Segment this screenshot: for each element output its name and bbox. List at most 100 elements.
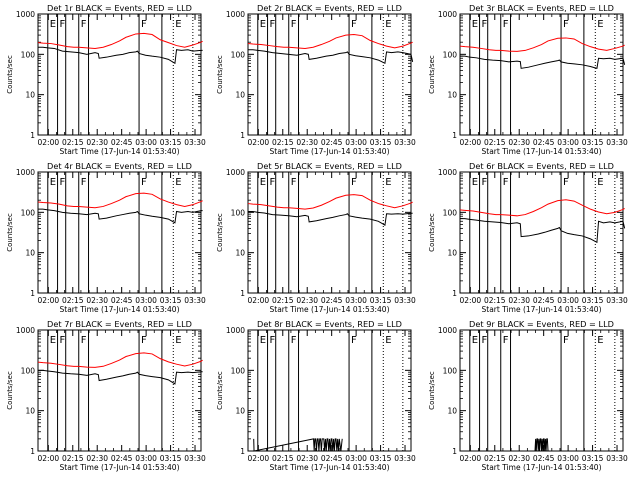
event-marker-label: E <box>472 177 478 188</box>
x-tick-label: 03:30 <box>606 296 628 305</box>
event-marker-label: E <box>260 177 266 188</box>
x-tick-label: 02:15 <box>272 138 294 147</box>
x-tick-label: 02:15 <box>484 138 506 147</box>
x-tick-label: 02:45 <box>321 138 343 147</box>
panel-title: Det 6r BLACK = Events, RED = LLD <box>469 161 614 171</box>
x-tick-label: 02:15 <box>272 454 294 463</box>
x-tick-label: 03:30 <box>394 138 416 147</box>
y-tick-label: 1000 <box>16 326 35 335</box>
x-tick-label: 02:45 <box>111 296 133 305</box>
x-tick-label: 03:15 <box>582 454 604 463</box>
x-tick-label: 03:15 <box>160 454 182 463</box>
y-tick-label: 1 <box>452 289 457 298</box>
panel-det-7: Det 7r BLACK = Events, RED = LLD 1 10 100 10… <box>6 319 206 472</box>
event-marker-label: E <box>472 335 478 346</box>
events-series-line <box>534 438 549 452</box>
x-tick-label: 03:15 <box>582 296 604 305</box>
event-marker-label: F <box>482 335 488 346</box>
y-tick-label: 1 <box>30 131 35 140</box>
panel-title: Det 5r BLACK = Events, RED = LLD <box>257 161 402 171</box>
events-series-line <box>253 438 343 452</box>
x-tick-label: 02:00 <box>248 454 270 463</box>
lld-series-line <box>459 37 625 52</box>
y-tick-label: 1 <box>30 447 35 456</box>
event-marker-label: F <box>60 335 66 346</box>
plot-frame <box>459 329 624 452</box>
y-tick-label: 10 <box>235 249 245 258</box>
x-axis-label: Start Time (17-Jun-14 01:53:40) <box>482 463 602 472</box>
x-tick-label: 02:30 <box>296 138 318 147</box>
x-tick-label: 02:00 <box>248 296 270 305</box>
plot-frame <box>37 329 202 452</box>
x-tick-label: 03:30 <box>394 296 416 305</box>
y-tick-label: 1000 <box>16 168 35 177</box>
event-marker-label: F <box>563 335 569 346</box>
x-tick-label: 03:30 <box>606 454 628 463</box>
event-marker-label: F <box>351 19 357 30</box>
panel-det-2: Det 2r BLACK = Events, RED = LLD 1 10 100 10… <box>216 3 416 156</box>
x-axis-label: Start Time (17-Jun-14 01:53:40) <box>482 305 602 314</box>
x-tick-label: 02:00 <box>248 138 270 147</box>
y-tick-label: 1000 <box>226 326 245 335</box>
x-tick-label: 03:30 <box>394 454 416 463</box>
panel-det-6: Det 6r BLACK = Events, RED = LLD 1 10 100 10… <box>428 161 628 314</box>
x-tick-label: 02:30 <box>86 454 108 463</box>
x-tick-label: 03:15 <box>160 138 182 147</box>
panel-title: Det 8r BLACK = Events, RED = LLD <box>257 319 402 329</box>
event-marker-label: F <box>81 19 87 30</box>
x-axis-label: Start Time (17-Jun-14 01:53:40) <box>60 305 180 314</box>
y-tick-label: 10 <box>25 407 35 416</box>
x-tick-label: 03:00 <box>135 296 157 305</box>
plot-frame <box>459 171 624 294</box>
event-marker-label: F <box>351 177 357 188</box>
x-tick-label: 02:30 <box>86 138 108 147</box>
x-axis-label: Start Time (17-Jun-14 01:53:40) <box>60 463 180 472</box>
y-axis-label: Counts/sec <box>6 55 14 94</box>
x-tick-label: 02:30 <box>508 454 530 463</box>
panel-title: Det 7r BLACK = Events, RED = LLD <box>47 319 192 329</box>
panel-title: Det 3r BLACK = Events, RED = LLD <box>469 3 614 13</box>
y-tick-label: 1000 <box>226 168 245 177</box>
y-tick-label: 10 <box>235 407 245 416</box>
event-marker-label: E <box>597 19 603 30</box>
event-marker-label: F <box>141 177 147 188</box>
x-tick-label: 03:00 <box>557 138 579 147</box>
lld-series-line <box>459 199 625 217</box>
events-series-line <box>460 218 626 244</box>
y-tick-label: 100 <box>231 50 246 59</box>
x-tick-label: 02:45 <box>321 454 343 463</box>
x-axis-label: Start Time (17-Jun-14 01:53:40) <box>270 305 390 314</box>
y-tick-label: 100 <box>21 366 36 375</box>
x-tick-label: 03:00 <box>557 454 579 463</box>
events-series-line <box>248 49 414 65</box>
y-tick-label: 100 <box>443 208 458 217</box>
y-axis-label: Counts/sec <box>216 55 224 94</box>
x-axis-label: Start Time (17-Jun-14 01:53:40) <box>270 463 390 472</box>
event-marker-label: E <box>472 19 478 30</box>
plot-frame <box>247 171 412 294</box>
event-marker-label: F <box>503 177 509 188</box>
event-marker-label: F <box>563 177 569 188</box>
event-marker-label: F <box>503 19 509 30</box>
y-tick-label: 1 <box>240 289 245 298</box>
y-axis-label: Counts/sec <box>428 371 436 410</box>
x-tick-label: 03:00 <box>345 454 367 463</box>
x-tick-label: 03:15 <box>370 138 392 147</box>
event-marker-label: E <box>385 335 391 346</box>
event-marker-label: F <box>60 19 66 30</box>
x-tick-label: 02:00 <box>460 296 482 305</box>
panel-det-4: Det 4r BLACK = Events, RED = LLD 1 10 100 10… <box>6 161 206 314</box>
y-tick-label: 100 <box>443 50 458 59</box>
event-marker-label: E <box>597 335 603 346</box>
y-tick-label: 10 <box>25 91 35 100</box>
panel-det-9: Det 9r BLACK = Events, RED = LLD 1 10 100 10… <box>428 319 628 472</box>
lld-series-line <box>247 34 413 49</box>
x-tick-label: 03:15 <box>370 454 392 463</box>
panel-title: Det 9r BLACK = Events, RED = LLD <box>469 319 614 329</box>
y-tick-label: 10 <box>447 249 457 258</box>
y-tick-label: 1000 <box>438 168 457 177</box>
event-marker-label: F <box>563 19 569 30</box>
x-tick-label: 03:30 <box>184 296 206 305</box>
x-tick-label: 02:00 <box>38 138 60 147</box>
